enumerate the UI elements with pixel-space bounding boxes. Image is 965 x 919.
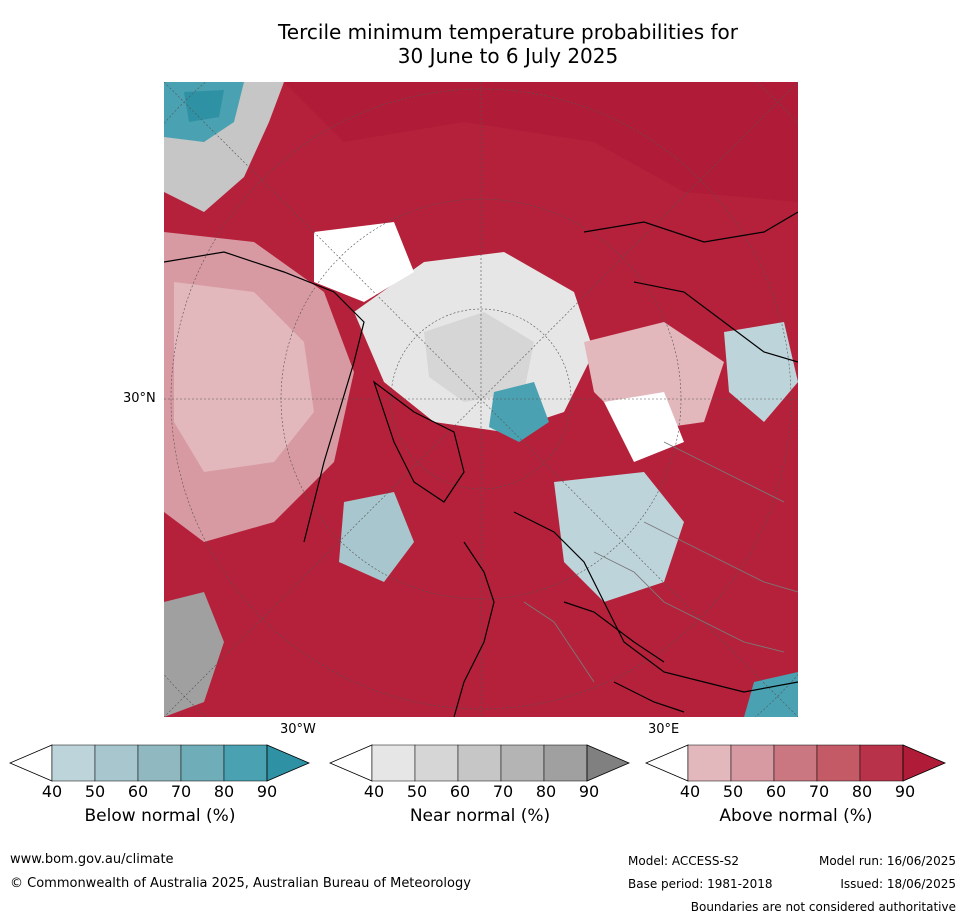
tick-label: 70: [170, 782, 192, 801]
colorbar-above-normal: [644, 744, 947, 782]
colorbar-segment: [730, 744, 775, 782]
colorbar-near-normal: [328, 744, 631, 782]
teal-patch-barents: [489, 382, 549, 442]
colorbar-extend-low: [328, 744, 373, 782]
colorbar-segment: [543, 744, 588, 782]
model-run-date: Model run: 16/06/2025: [818, 854, 956, 868]
colorbar-segment: [773, 744, 818, 782]
colorbar-label-below: Below normal (%): [84, 806, 236, 826]
colorbar-segment: [500, 744, 545, 782]
colorbar-extend-high: [902, 744, 947, 782]
title-line-1: Tercile minimum temperature probabilitie…: [277, 20, 739, 44]
blue-patch-europe: [554, 472, 684, 602]
tick-label: 90: [578, 782, 600, 801]
grey-region-sw: [164, 592, 224, 717]
colorbar-below-normal: [8, 744, 311, 782]
tick-label: 40: [363, 782, 385, 801]
map-canvas: [164, 82, 798, 717]
colorbar-segment: [180, 744, 225, 782]
colorbar-segment: [457, 744, 502, 782]
grey-region-arctic-core: [424, 312, 534, 402]
colorbar-ticks-below: 40 50 60 70 80 90: [10, 782, 310, 802]
tick-label: 40: [679, 782, 701, 801]
white-region-1: [314, 222, 414, 302]
colorbar-label-near: Near normal (%): [409, 806, 551, 826]
coastlines: [164, 211, 798, 717]
colorbar-label-above: Above normal (%): [719, 806, 873, 826]
tick-label: 60: [449, 782, 471, 801]
colorbar-ticks-near: 40 50 60 70 80 90: [330, 782, 630, 802]
graticule: [164, 82, 798, 717]
tick-label: 60: [127, 782, 149, 801]
tick-label: 90: [256, 782, 278, 801]
tick-label: 80: [851, 782, 873, 801]
colorbar-extend-low: [644, 744, 689, 782]
copyright-text: © Commonwealth of Australia 2025, Austra…: [10, 876, 471, 891]
white-region-2: [604, 392, 684, 462]
model-name: Model: ACCESS-S2: [628, 854, 740, 868]
blue-patch-atlantic: [339, 492, 414, 582]
website-link[interactable]: www.bom.gov.au/climate: [10, 852, 174, 867]
tick-label: 50: [722, 782, 744, 801]
tick-label: 80: [535, 782, 557, 801]
colorbar-ticks-above: 40 50 60 70 80 90: [646, 782, 946, 802]
probability-map: [164, 82, 798, 717]
tick-label: 90: [894, 782, 916, 801]
colorbar-segment: [223, 744, 268, 782]
colorbar-segment: [816, 744, 861, 782]
colorbar-segment: [137, 744, 182, 782]
colorbar-segment: [859, 744, 904, 782]
colorbar-segment: [94, 744, 139, 782]
tick-label: 50: [84, 782, 106, 801]
colorbar-extend-high: [586, 744, 631, 782]
colorbar-segment: [687, 744, 732, 782]
title-line-2: 30 June to 6 July 2025: [397, 44, 619, 68]
teal-region-se: [744, 672, 798, 717]
colorbar-segment: [371, 744, 416, 782]
colorbar-extend-low: [8, 744, 53, 782]
blue-patch-asia: [724, 322, 798, 422]
issued-date: Issued: 18/06/2025: [840, 877, 956, 891]
tick-label: 40: [41, 782, 63, 801]
tick-label: 60: [765, 782, 787, 801]
lon-label-30e: 30°E: [648, 722, 680, 737]
colorbar-segment: [414, 744, 459, 782]
country-borders: [523, 441, 798, 683]
boundaries-disclaimer: Boundaries are not considered authoritat…: [690, 900, 956, 914]
teal-region-nw-dark: [184, 90, 224, 122]
light-pink-region-w: [174, 282, 314, 472]
tick-label: 70: [808, 782, 830, 801]
base-period: Base period: 1981-2018: [628, 877, 773, 891]
colorbar-segment: [51, 744, 96, 782]
dark-red-region-n: [284, 82, 798, 202]
lat-label-30n: 30°N: [123, 391, 156, 406]
colorbar-extend-high: [266, 744, 311, 782]
tick-label: 70: [492, 782, 514, 801]
tick-label: 50: [406, 782, 428, 801]
lon-label-30w: 30°W: [280, 722, 316, 737]
tick-label: 80: [213, 782, 235, 801]
map-title: Tercile minimum temperature probabilitie…: [160, 20, 856, 68]
